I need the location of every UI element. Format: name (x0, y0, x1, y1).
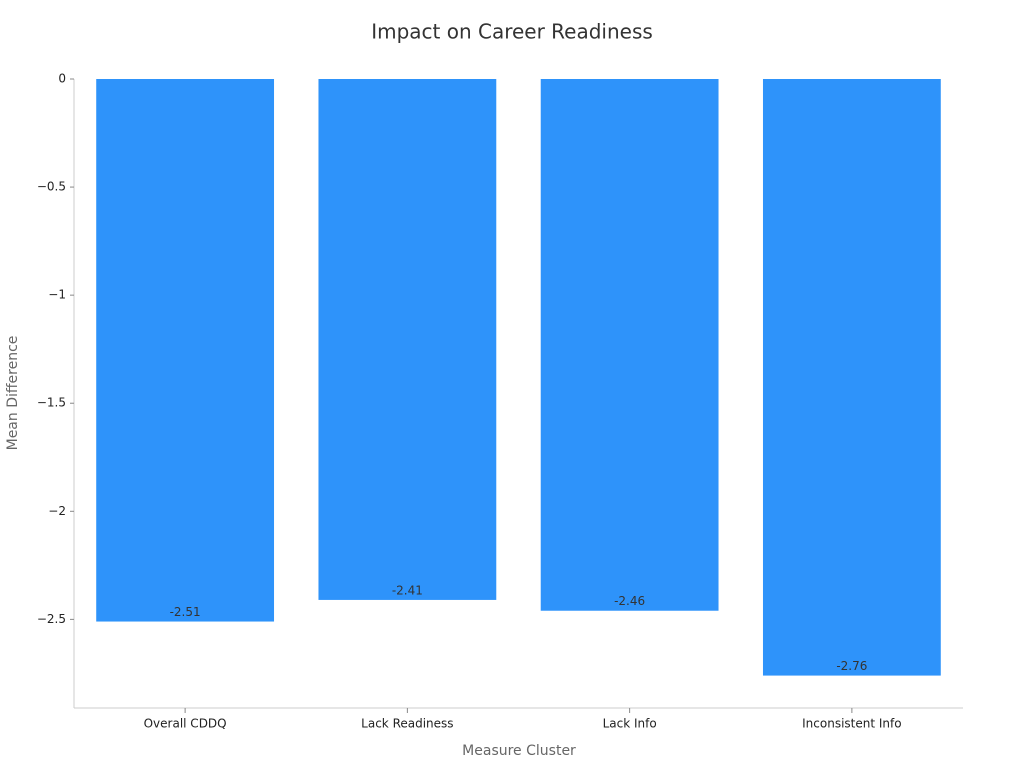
x-axis-label: Measure Cluster (462, 743, 576, 759)
y-tick-label: −0.5 (37, 180, 66, 194)
x-tick-label: Lack Readiness (361, 717, 453, 731)
chart-title: Impact on Career Readiness (371, 20, 653, 44)
x-tick-label: Overall CDDQ (144, 717, 227, 731)
data-label: -2.51 (170, 605, 201, 619)
bar (318, 79, 497, 600)
y-tick-label: −1 (48, 288, 66, 302)
bar (540, 79, 719, 611)
y-tick-label: −1.5 (37, 396, 66, 410)
x-tick-label: Lack Info (603, 717, 657, 731)
y-axis-label: Mean Difference (5, 336, 21, 451)
data-label: -2.76 (836, 659, 867, 673)
x-tick-label: Inconsistent Info (802, 717, 901, 731)
y-tick-label: 0 (58, 72, 66, 86)
y-tick-label: −2.5 (37, 612, 66, 626)
data-label: -2.41 (392, 583, 423, 597)
bar (96, 79, 275, 622)
y-tick-label: −2 (48, 504, 66, 518)
data-label: -2.46 (614, 594, 645, 608)
bar (762, 79, 941, 676)
